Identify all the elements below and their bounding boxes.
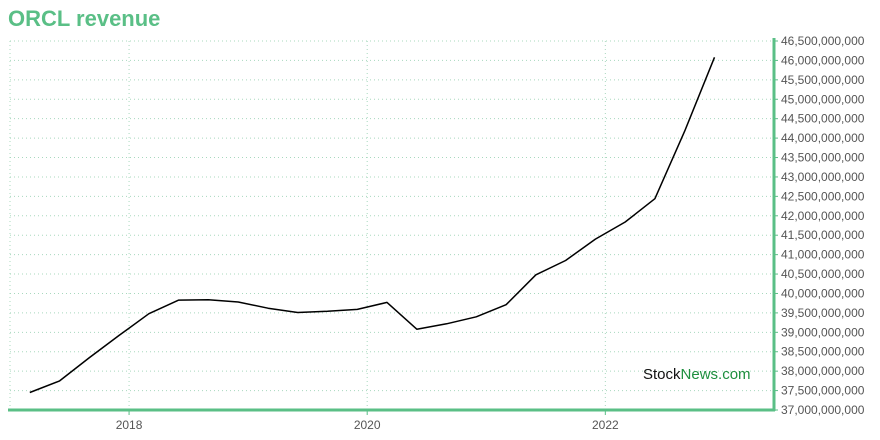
y-tick-label: 38,500,000,000 [781,345,865,359]
x-tick-label: 2018 [116,418,143,432]
chart-title: ORCL revenue [8,6,161,31]
y-tick-label: 37,500,000,000 [781,384,865,398]
y-tick-label: 37,000,000,000 [781,403,865,417]
x-tick-label: 2022 [592,418,619,432]
grid-lines [10,40,774,410]
y-tick-label: 46,500,000,000 [781,34,865,48]
plot-frame [8,38,776,412]
y-tick-label: 45,000,000,000 [781,92,865,106]
y-tick-label: 39,500,000,000 [781,306,865,320]
watermark-stock: Stock [643,366,681,383]
y-tick-label: 41,500,000,000 [781,228,865,242]
y-tick-label: 46,000,000,000 [781,53,865,67]
y-axis: 37,000,000,000 37,500,000,000 38,000,000,0… [774,34,865,417]
watermark: StockNews.com [643,366,751,383]
y-tick-label: 40,000,000,000 [781,286,865,300]
x-tick-label: 2020 [354,418,381,432]
y-tick-label: 42,500,000,000 [781,189,865,203]
y-tick-label: 44,000,000,000 [781,131,865,145]
y-tick-label: 40,500,000,000 [781,267,865,281]
y-tick-label: 43,500,000,000 [781,151,865,165]
series-layer [29,57,716,394]
y-tick-label: 41,000,000,000 [781,248,865,262]
x-axis: 2018 2020 2022 [116,410,619,432]
y-tick-label: 42,000,000,000 [781,209,865,223]
series-line [29,57,716,394]
y-tick-label: 43,000,000,000 [781,170,865,184]
y-tick-label: 44,500,000,000 [781,112,865,126]
watermark-news: News.com [681,366,751,383]
y-tick-label: 45,500,000,000 [781,73,865,87]
y-tick-label: 38,000,000,000 [781,364,865,378]
y-tick-label: 39,000,000,000 [781,325,865,339]
